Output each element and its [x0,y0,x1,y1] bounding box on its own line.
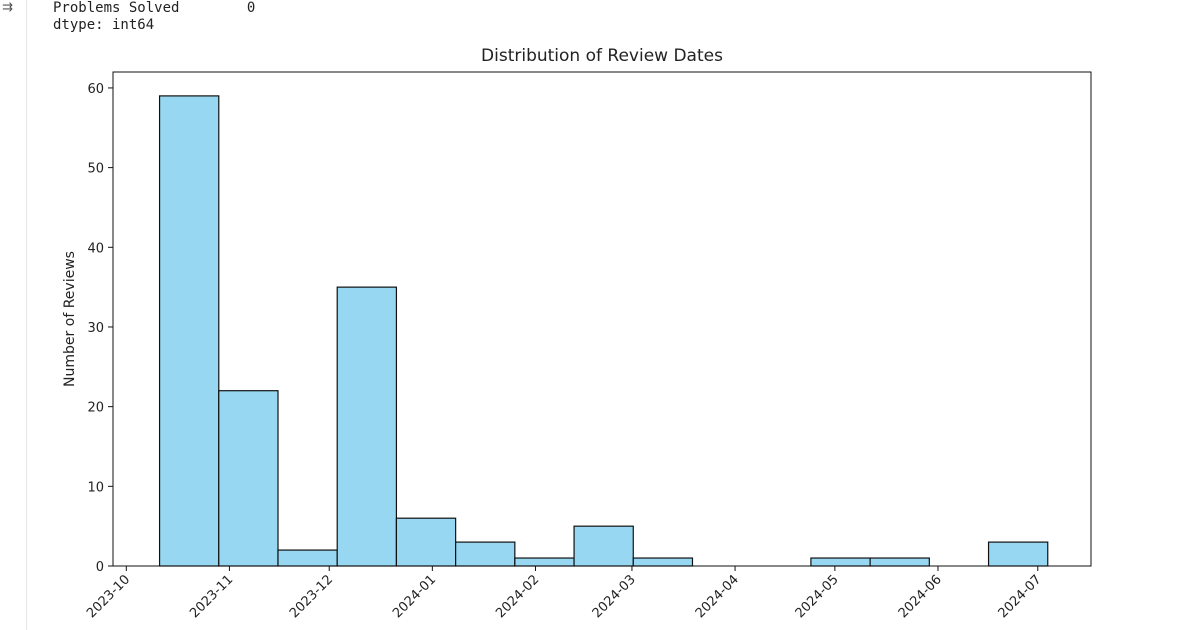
x-tick-label: 2024-06 [896,572,945,621]
x-tick-label: 2024-02 [493,572,542,621]
cell-gutter [0,0,27,630]
histogram-bar [514,557,575,567]
histogram-bar [218,390,279,567]
histogram-bar [336,286,398,567]
histogram-bar [810,557,871,567]
plot-frame [112,71,1092,567]
series-value: 0 [246,0,256,16]
output-toggle-icon[interactable]: ⇉ [2,0,13,15]
x-tick-label: 2023-12 [287,572,336,621]
x-tick-label: 2024-01 [390,572,439,621]
histogram-bar [869,557,930,567]
y-tick-label: 30 [87,321,104,336]
x-tick-label: 2024-05 [793,572,842,621]
console-output: Problems Solved 0 dtype: int64 [53,0,255,34]
histogram-bar [455,541,516,567]
y-tick-label: 50 [87,162,104,177]
y-tick-label: 40 [87,241,104,256]
y-tick-label: 10 [87,480,104,495]
x-tick-label: 2023-11 [187,572,236,621]
y-tick-label: 20 [87,401,104,416]
x-tick-label: 2024-04 [693,572,742,621]
histogram-bar [987,541,1049,567]
y-tick-label: 60 [87,82,104,97]
y-axis-label: Number of Reviews [62,251,78,387]
x-tick-label: 2024-07 [996,572,1045,621]
histogram-bar [632,557,694,567]
y-tick-label: 0 [96,560,104,575]
histogram-bar [395,517,457,567]
histogram-bar [277,549,338,567]
series-label: Problems Solved [53,0,180,16]
x-tick-label: 2024-03 [590,572,639,621]
x-tick-label: 2023-10 [84,572,133,621]
chart-title: Distribution of Review Dates [481,46,723,66]
histogram-bar [158,95,220,567]
dtype-text: dtype: int64 [53,17,155,33]
histogram-bar [573,525,634,567]
